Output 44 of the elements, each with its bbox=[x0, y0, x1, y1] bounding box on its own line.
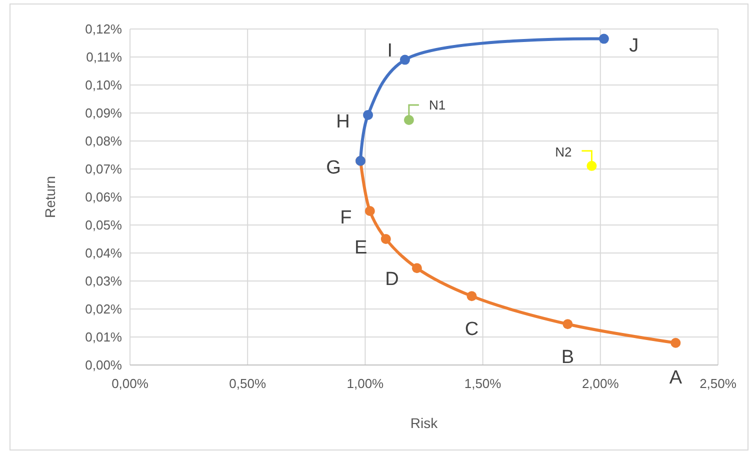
x-tick-label: 1,00% bbox=[346, 376, 384, 391]
x-tick-label: 0,50% bbox=[229, 376, 266, 391]
x-tick-label: 0,00% bbox=[112, 376, 149, 391]
annotation: H bbox=[336, 112, 350, 133]
point bbox=[598, 34, 609, 44]
y-tick-label: 0,02% bbox=[85, 302, 122, 317]
y-tick-label: 0,01% bbox=[85, 330, 122, 345]
annotation: I bbox=[387, 40, 393, 62]
annotation: N2 bbox=[555, 144, 572, 160]
y-tick-label: 0,12% bbox=[85, 22, 122, 37]
annotation: A bbox=[669, 368, 682, 389]
annotation: J bbox=[629, 35, 639, 56]
y-tick-label: 0,06% bbox=[85, 190, 122, 205]
annotation: G bbox=[326, 158, 341, 179]
annotation: E bbox=[354, 238, 368, 259]
y-axis-title: Return bbox=[42, 176, 58, 218]
y-tick-label: 0,05% bbox=[85, 218, 122, 233]
point bbox=[562, 319, 573, 330]
x-tick-label: 1,50% bbox=[464, 376, 502, 391]
y-tick-label: 0,04% bbox=[85, 246, 122, 261]
x-axis-title: Risk bbox=[410, 415, 439, 431]
annotation: C bbox=[464, 318, 479, 340]
point bbox=[404, 115, 414, 125]
point bbox=[466, 291, 477, 302]
point bbox=[586, 160, 597, 171]
annotation: F bbox=[340, 208, 352, 229]
x-tick-label: 2,00% bbox=[582, 376, 620, 391]
y-tick-label: 0,10% bbox=[85, 78, 122, 93]
point bbox=[380, 234, 391, 244]
y-tick-label: 0,00% bbox=[85, 358, 122, 373]
y-tick-label: 0,08% bbox=[85, 134, 122, 149]
point bbox=[363, 110, 374, 120]
y-tick-label: 0,11% bbox=[86, 50, 122, 65]
annotation: N1 bbox=[428, 98, 446, 113]
annotation: B bbox=[561, 346, 574, 368]
point bbox=[670, 338, 681, 348]
point bbox=[364, 206, 375, 216]
y-tick-label: 0,03% bbox=[85, 274, 122, 289]
annotation: D bbox=[385, 268, 399, 290]
y-tick-label: 0,07% bbox=[85, 162, 122, 177]
x-tick-label: 2,50% bbox=[700, 376, 737, 391]
y-tick-label: 0,09% bbox=[85, 106, 122, 121]
point bbox=[400, 54, 410, 65]
point bbox=[412, 263, 422, 274]
